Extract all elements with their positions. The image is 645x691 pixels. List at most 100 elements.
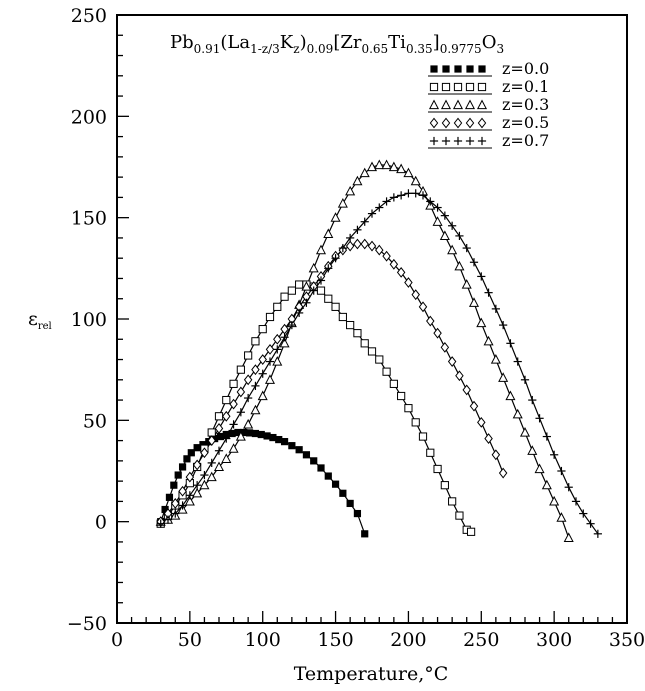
data-point <box>275 435 283 444</box>
data-point <box>229 420 238 429</box>
data-point <box>353 238 362 250</box>
series-z=0.5 <box>156 238 508 528</box>
data-point <box>498 372 509 382</box>
data-point <box>236 365 245 374</box>
data-point <box>411 289 420 301</box>
legend-label: z=0.3 <box>502 95 549 114</box>
data-point <box>484 288 493 297</box>
data-point <box>264 374 276 384</box>
data-point <box>418 432 428 441</box>
data-point <box>454 260 465 271</box>
data-point <box>214 446 224 455</box>
data-point <box>331 480 340 488</box>
data-point <box>330 212 341 222</box>
data-point <box>389 258 399 270</box>
legend-marker <box>465 117 475 129</box>
legend-marker <box>454 65 462 73</box>
chart-title-text: Pb0.91(La1-z/3Kz)0.09[Zr0.65Ti0.35]0.977… <box>170 32 504 56</box>
data-point <box>316 286 326 295</box>
data-point <box>375 203 384 212</box>
data-point <box>476 317 487 328</box>
data-point <box>213 461 225 472</box>
data-point <box>273 302 282 311</box>
data-point <box>207 435 216 447</box>
data-markers <box>155 159 602 542</box>
data-point <box>257 390 268 401</box>
y-tick-labels: −50 0 50 100 150 200 250 <box>67 5 107 635</box>
data-point <box>222 410 231 422</box>
data-point <box>193 444 201 452</box>
y-axis-label-text: εrel <box>28 308 52 332</box>
data-point <box>490 354 501 364</box>
data-point <box>315 244 327 255</box>
data-point <box>477 272 486 281</box>
data-point <box>410 175 421 186</box>
data-point <box>520 375 530 384</box>
plot-border <box>116 14 628 624</box>
legend-marker <box>452 99 464 110</box>
data-point <box>165 493 174 501</box>
data-point <box>367 240 377 252</box>
data-point <box>229 379 238 388</box>
data-point <box>269 433 277 442</box>
data-point <box>359 167 370 178</box>
legend-item-z=0.0: z=0.0 <box>428 59 549 78</box>
data-point <box>563 532 574 542</box>
data-point <box>251 337 260 346</box>
x-tick-label: 200 <box>390 629 426 651</box>
data-point <box>375 244 384 256</box>
axis-ticks <box>116 14 628 624</box>
data-point <box>265 343 275 355</box>
data-point <box>367 209 377 218</box>
data-point <box>418 191 428 200</box>
legend-marker <box>478 65 486 73</box>
data-point <box>353 329 362 338</box>
data-point <box>337 198 348 208</box>
data-point <box>339 489 347 497</box>
data-point <box>403 167 414 178</box>
data-point <box>579 509 588 518</box>
data-point <box>280 333 289 342</box>
data-point <box>236 408 245 417</box>
data-point <box>229 398 238 410</box>
data-point <box>184 495 195 506</box>
legend-marker <box>441 117 451 129</box>
data-point <box>352 175 363 186</box>
data-point <box>221 453 232 463</box>
data-point <box>295 280 304 289</box>
data-point <box>240 428 248 437</box>
x-tick-label: 300 <box>536 629 572 651</box>
data-point <box>484 433 493 444</box>
y-tick-label: −50 <box>67 613 107 635</box>
data-point <box>433 464 442 474</box>
data-point <box>185 491 194 500</box>
data-point <box>193 481 202 490</box>
legend-marker <box>453 136 463 146</box>
x-tick-label: 0 <box>111 629 123 651</box>
legend-item-z=0.1: z=0.1 <box>428 77 549 96</box>
data-point <box>550 450 559 459</box>
legend-marker <box>429 136 439 146</box>
data-point <box>308 262 319 273</box>
data-point <box>542 432 551 441</box>
data-point <box>557 466 566 476</box>
data-point <box>338 243 347 253</box>
data-point <box>171 509 180 518</box>
data-point <box>491 304 500 313</box>
data-point <box>535 414 544 423</box>
data-point <box>397 191 406 200</box>
data-point <box>244 351 253 360</box>
data-point <box>499 320 508 330</box>
legend-marker <box>453 117 463 129</box>
y-tick-label: 150 <box>71 208 107 230</box>
data-point <box>243 418 254 429</box>
data-point <box>324 294 333 303</box>
data-point <box>228 443 239 453</box>
data-point <box>178 501 187 510</box>
data-point <box>541 479 552 490</box>
legend-marker <box>477 136 487 146</box>
legend-marker <box>429 82 439 92</box>
data-point <box>246 429 254 437</box>
data-point <box>477 416 486 428</box>
data-point <box>207 458 216 467</box>
